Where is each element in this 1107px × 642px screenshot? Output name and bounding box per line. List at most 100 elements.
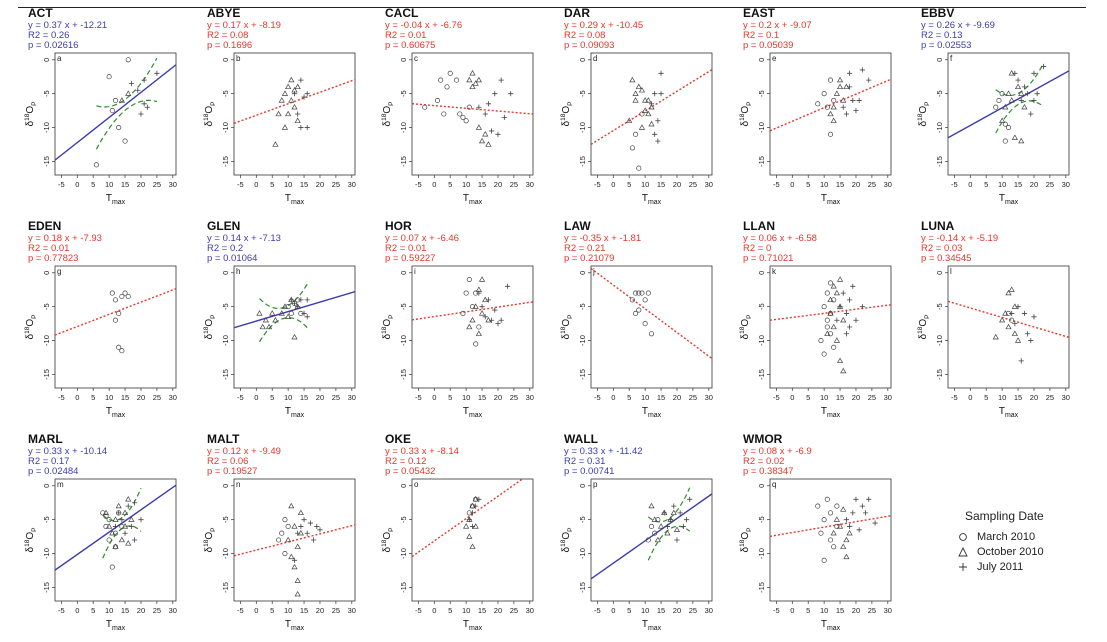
circle-point [447, 70, 453, 76]
triangle-point [291, 523, 298, 529]
x-axis-title: Tmax [463, 193, 483, 206]
triangle-point [272, 316, 279, 323]
legend-title: Sampling Date [965, 509, 1044, 523]
regression-line [234, 291, 355, 329]
y-tick-label: -15 [42, 582, 51, 593]
legend-triangle-marker [958, 546, 968, 556]
y-tick-label: -5 [578, 303, 587, 310]
triangle-point [651, 516, 658, 522]
x-tick-label: 25 [689, 393, 697, 402]
triangle-point [840, 506, 847, 512]
x-tick-label: 25 [510, 180, 518, 189]
plus-point [492, 91, 498, 97]
circle-point [112, 297, 119, 303]
x-tick-label: 20 [852, 180, 860, 189]
x-tick-label: 15 [300, 606, 308, 615]
confidence-band-lower [258, 317, 308, 343]
legend-item-october: October 2010 [955, 544, 1095, 559]
x-tick-label: 20 [316, 606, 324, 615]
panel-title: OKE [385, 432, 411, 446]
y-tick-label: -5 [757, 303, 766, 310]
triangle-point [475, 330, 482, 336]
triangle-point [648, 502, 655, 509]
triangle-point [836, 357, 844, 364]
y-tick-label: -5 [578, 90, 587, 97]
y-axis-title: δ18OP [203, 102, 217, 127]
regression-line [234, 524, 355, 557]
triangle-point [466, 323, 473, 330]
x-tick-label: -5 [594, 180, 601, 189]
x-axis-title: Tmax [285, 619, 305, 632]
triangle-point [827, 110, 834, 117]
triangle-point [128, 516, 135, 522]
circle-point [1009, 317, 1015, 323]
circle-point [106, 74, 112, 80]
x-axis-title: Tmax [642, 406, 662, 419]
y-tick-label: 0 [578, 58, 587, 62]
y-tick-label: -15 [221, 582, 230, 593]
r-squared: R2 = 0.26 [28, 30, 69, 41]
regression-equation: y = 0.18 x + -7.93 [28, 233, 102, 244]
triangle-point [262, 316, 269, 323]
x-tick-label: 25 [332, 606, 340, 615]
circle-point [285, 523, 291, 529]
triangle-point [654, 536, 661, 543]
y-tick-label: -15 [221, 156, 230, 167]
y-tick-label: -15 [757, 369, 766, 380]
y-tick-label: -5 [757, 516, 766, 523]
circle-point [460, 114, 466, 120]
plus-point [469, 510, 476, 516]
plus-point [473, 503, 479, 509]
plot-frame [947, 52, 1070, 176]
triangle-point [670, 509, 677, 516]
plus-point [859, 67, 865, 73]
x-axis-title: Tmax [999, 406, 1019, 419]
circle-point [125, 293, 131, 300]
plus-point [495, 321, 501, 327]
y-tick-label: -10 [221, 122, 230, 133]
plus-point [301, 94, 307, 100]
x-tick-label: 10 [998, 393, 1006, 402]
plot-area [770, 496, 891, 563]
plus-point [847, 324, 853, 330]
triangle-point [278, 310, 285, 316]
circle-point [827, 510, 834, 516]
panel-letter: f [950, 54, 953, 63]
x-tick-label: 25 [868, 606, 876, 615]
x-tick-label: 25 [868, 180, 876, 189]
plus-point [154, 70, 160, 76]
p-value: p = 0.59227 [385, 253, 435, 264]
circle-point [831, 544, 837, 550]
x-tick-label: -5 [773, 180, 780, 189]
x-tick-label: 20 [673, 393, 681, 402]
x-tick-label: 10 [284, 393, 292, 402]
y-tick-label: 0 [757, 484, 766, 488]
y-tick-label: -5 [399, 516, 408, 523]
plus-point [304, 124, 310, 131]
y-tick-label: 0 [578, 271, 587, 275]
circle-point [116, 125, 122, 131]
x-tick-label: 25 [1046, 393, 1054, 402]
plot-area [55, 57, 176, 168]
y-tick-label: 0 [399, 271, 408, 275]
plus-point [469, 523, 476, 530]
triangle-point [294, 543, 301, 549]
x-tick-label: -5 [415, 606, 422, 615]
x-tick-label: 5 [806, 180, 810, 189]
x-tick-label: 10 [820, 180, 828, 189]
circle-point [831, 344, 837, 350]
panel-title: LAW [564, 219, 591, 233]
plus-point [1012, 321, 1018, 327]
triangle-point [833, 516, 840, 522]
plus-point [1015, 304, 1021, 310]
regression-line [770, 304, 891, 321]
regression-line [591, 493, 712, 580]
y-tick-label: -10 [42, 122, 51, 133]
plus-point [311, 537, 317, 543]
x-tick-label: 0 [790, 393, 794, 402]
circle-point [434, 97, 441, 103]
x-tick-label: 5 [91, 606, 95, 615]
y-tick-label: -5 [42, 90, 51, 97]
circle-point [648, 523, 655, 529]
